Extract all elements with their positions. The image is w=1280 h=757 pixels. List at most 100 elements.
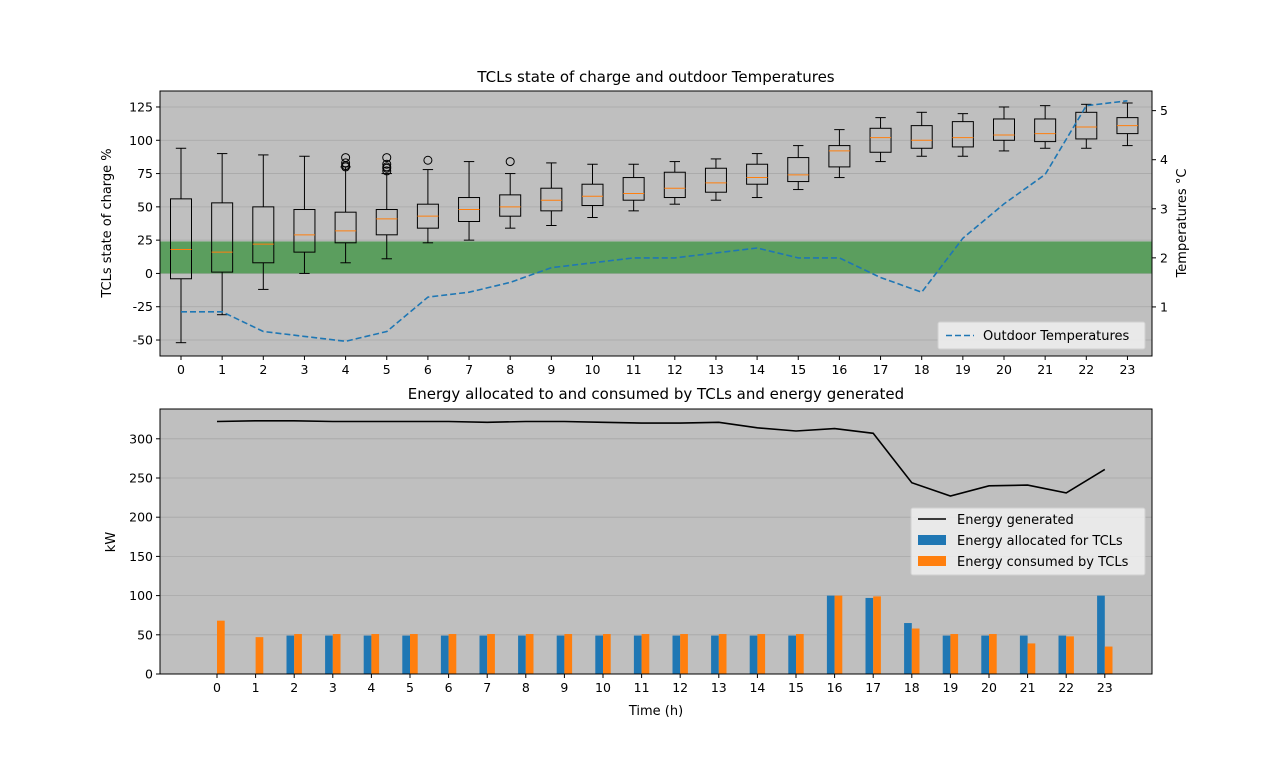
box [910, 125, 933, 149]
box [951, 121, 974, 148]
box-plot [1034, 105, 1057, 149]
y-ticks: 0 50 100 150 200 250 300 [129, 431, 160, 682]
y-tick-label: 0 [145, 667, 153, 682]
x-tick-label: 21 [1037, 362, 1053, 377]
bar-consumed [757, 634, 766, 674]
box-plot [458, 161, 481, 241]
x-tick-label: 12 [667, 362, 683, 377]
box-plot [293, 155, 316, 274]
box-plot [663, 161, 686, 205]
x-tick-label: 17 [873, 362, 889, 377]
x-tick-label: 4 [342, 362, 350, 377]
box-plot [787, 145, 810, 191]
x-tick-label: 22 [1058, 680, 1074, 695]
chart-title: TCLs state of charge and outdoor Tempera… [476, 68, 834, 86]
bar-allocated [826, 595, 835, 674]
outlier-point [382, 162, 392, 172]
x-tick-label: 10 [595, 680, 611, 695]
energy-chart: Energy allocated to and consumed by TCLs… [104, 385, 1153, 719]
bar-allocated [672, 635, 681, 674]
bar-consumed [680, 634, 688, 674]
x-tick-label: 2 [259, 362, 267, 377]
x-tick-label: 23 [1097, 680, 1113, 695]
legend-label-temperature: Outdoor Temperatures [983, 329, 1130, 344]
y-tick-label: 200 [129, 510, 153, 525]
bar-allocated [1058, 635, 1067, 674]
bar-consumed [525, 634, 534, 674]
box [581, 183, 604, 207]
x-tick-label: 0 [213, 680, 221, 695]
x-tick-label: 14 [749, 362, 765, 377]
y-tick-label: -50 [133, 333, 153, 348]
bar-allocated [981, 635, 989, 674]
plot-area [160, 91, 1152, 356]
x-tick-label: 3 [300, 362, 308, 377]
y2-tick-label: 1 [1160, 299, 1168, 314]
bar-consumed [834, 595, 843, 674]
x-ticks: 0 1 2 3 4 5 6 7 8 9 10 11 12 13 14 15 16 17 18 19 20 21 22 23 [177, 356, 1135, 377]
box-plot [869, 117, 892, 163]
y-axis-label: kW [104, 532, 119, 553]
y-tick-label: 100 [129, 588, 153, 603]
bar-consumed [217, 620, 225, 674]
bar-allocated [711, 635, 719, 674]
x-tick-label: 20 [996, 362, 1012, 377]
box-plot [540, 162, 563, 226]
x-tick-label: 8 [522, 680, 530, 695]
y2-tick-label: 5 [1160, 103, 1168, 118]
box-plot [375, 153, 398, 260]
outlier-point [423, 155, 433, 165]
x-tick-label: 4 [367, 680, 375, 695]
x-tick-label: 11 [634, 680, 650, 695]
x-tick-label: 2 [290, 680, 298, 695]
box [334, 211, 357, 244]
plot-frame [159, 90, 1153, 357]
y-tick-label: 75 [137, 166, 153, 181]
box-plot [622, 163, 645, 212]
bar-consumed [448, 634, 457, 674]
bar-allocated [749, 635, 758, 674]
bar-allocated [865, 597, 874, 674]
bar-allocated [518, 635, 526, 674]
x-tick-label: 21 [1020, 680, 1036, 695]
legend: Energy generated Energy allocated for TC… [910, 507, 1146, 576]
x-tick-label: 14 [749, 680, 765, 695]
legend-label-generated: Energy generated [957, 513, 1074, 528]
x-tick-label: 1 [252, 680, 260, 695]
y-tick-label: -25 [133, 299, 153, 314]
x-tick-label: 16 [827, 680, 843, 695]
plot-frame [159, 408, 1153, 675]
box [828, 145, 851, 168]
x-tick-label: 11 [626, 362, 642, 377]
box-plot [581, 163, 604, 219]
energy-generated-line [216, 420, 1106, 497]
box [1075, 111, 1098, 140]
outlier-point [382, 166, 392, 176]
box-plot [704, 158, 727, 201]
x-tick-label: 13 [711, 680, 727, 695]
box-plots [170, 102, 1139, 344]
x-tick-label: 15 [788, 680, 804, 695]
y2-tick-label: 3 [1160, 201, 1168, 216]
bars [217, 595, 1113, 674]
box-plot [252, 154, 275, 290]
box [663, 171, 686, 199]
x-tick-label: 18 [914, 362, 930, 377]
bar-allocated [479, 635, 488, 674]
bar-consumed [1066, 636, 1074, 674]
bar-consumed [371, 634, 380, 674]
y-tick-label: 100 [129, 133, 153, 148]
bar-allocated [904, 623, 912, 674]
bar-consumed [911, 628, 920, 674]
legend-box [910, 507, 1146, 576]
bar-consumed [603, 634, 611, 674]
outdoor-temperature-line [181, 100, 1128, 343]
bar-allocated [595, 635, 603, 674]
box [375, 209, 398, 236]
soc-temperature-chart: TCLs state of charge and outdoor Tempera… [100, 68, 1190, 377]
bar-allocated [633, 635, 642, 674]
x-tick-label: 15 [790, 362, 806, 377]
x-tick-label: 7 [465, 362, 473, 377]
box-plot [993, 106, 1015, 152]
